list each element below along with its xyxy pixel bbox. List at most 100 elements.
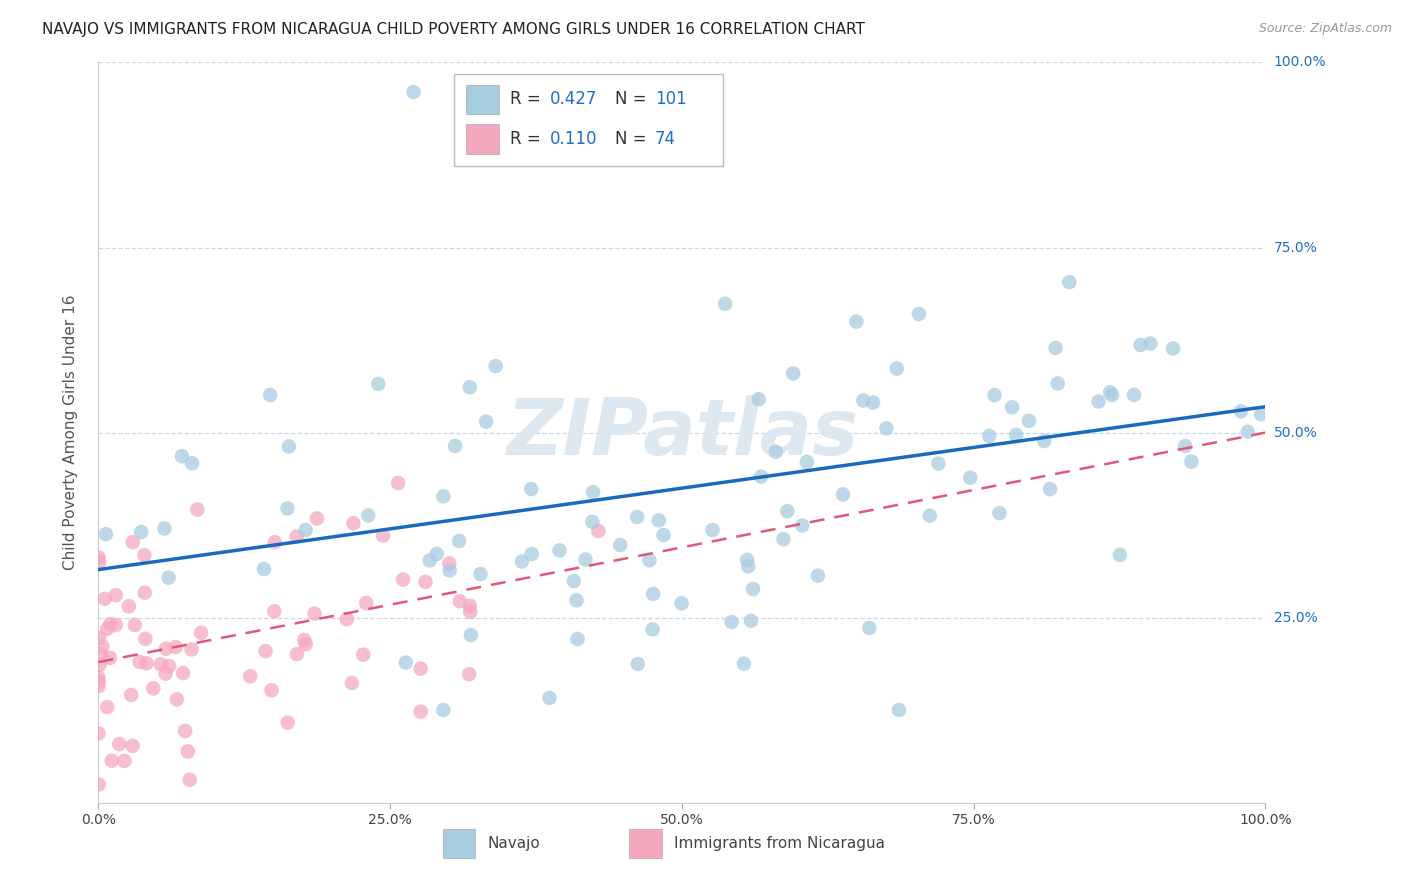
Point [627, 657, 650, 671]
Point [87, 674, 110, 689]
Point [458, 605, 481, 619]
Point [702, 523, 724, 537]
Point [135, 657, 157, 671]
Point [120, 688, 142, 702]
Point [342, 516, 364, 531]
Point [475, 415, 498, 429]
Point [108, 737, 131, 751]
Point [776, 504, 799, 518]
Text: 100.0%: 100.0% [1274, 55, 1326, 70]
Point [643, 587, 665, 601]
Point [1059, 275, 1081, 289]
Point [588, 524, 610, 538]
Point [263, 535, 285, 549]
Point [371, 528, 394, 542]
Point [742, 582, 765, 596]
Point [510, 554, 533, 568]
Point [340, 676, 363, 690]
Point [87, 671, 110, 685]
Point [98, 617, 121, 632]
Point [538, 690, 561, 705]
Point [1005, 428, 1028, 442]
Point [979, 429, 1001, 443]
Point [1099, 385, 1122, 400]
Text: R =: R = [510, 129, 547, 148]
Point [1018, 414, 1040, 428]
Point [562, 574, 585, 588]
Point [263, 604, 285, 618]
Point [796, 455, 818, 469]
Point [253, 562, 276, 576]
Point [772, 532, 794, 546]
Point [1046, 376, 1069, 391]
Point [149, 657, 172, 672]
Point [449, 594, 471, 608]
Text: 0.427: 0.427 [550, 90, 598, 109]
Point [1129, 338, 1152, 352]
Point [832, 487, 855, 501]
Point [792, 518, 814, 533]
Point [181, 456, 204, 470]
Point [918, 508, 941, 523]
Point [93, 591, 115, 606]
Point [426, 547, 449, 561]
Point [439, 557, 461, 571]
Point [1161, 342, 1184, 356]
Point [458, 599, 481, 613]
FancyBboxPatch shape [630, 829, 662, 858]
Point [155, 641, 177, 656]
Point [959, 470, 981, 484]
Point [1180, 455, 1202, 469]
Text: N =: N = [616, 90, 652, 109]
Text: Immigrants from Nicaragua: Immigrants from Nicaragua [673, 836, 884, 851]
Point [285, 647, 308, 661]
Point [155, 666, 177, 681]
Point [845, 314, 868, 328]
Point [749, 469, 772, 483]
Point [277, 439, 299, 453]
Point [142, 681, 165, 696]
Point [449, 533, 471, 548]
Point [461, 100, 484, 114]
Point [887, 703, 910, 717]
Point [458, 380, 481, 394]
Point [90, 648, 112, 662]
Point [807, 568, 830, 582]
Point [735, 553, 758, 567]
Point [305, 511, 328, 525]
Point [852, 393, 875, 408]
Point [402, 85, 425, 99]
Point [1045, 341, 1067, 355]
Point [259, 388, 281, 402]
Point [671, 596, 693, 610]
Point [638, 553, 661, 567]
Point [190, 625, 212, 640]
Text: ZIPatlas: ZIPatlas [506, 394, 858, 471]
Text: R =: R = [510, 90, 547, 109]
Point [260, 683, 283, 698]
Point [782, 367, 804, 381]
Point [1039, 482, 1062, 496]
Point [100, 754, 122, 768]
Point [548, 543, 571, 558]
Point [733, 657, 755, 671]
Point [134, 586, 156, 600]
Point [98, 651, 121, 665]
Point [239, 669, 262, 683]
Point [129, 524, 152, 539]
Point [927, 457, 949, 471]
Point [395, 656, 418, 670]
Point [432, 489, 454, 503]
Point [581, 515, 603, 529]
Point [419, 553, 441, 567]
Point [96, 700, 118, 714]
Point [720, 615, 742, 629]
Point [367, 376, 389, 391]
Point [89, 555, 111, 569]
Point [737, 559, 759, 574]
Point [89, 631, 111, 645]
Point [121, 535, 143, 549]
Point [87, 777, 110, 791]
FancyBboxPatch shape [454, 73, 723, 166]
Point [740, 614, 762, 628]
